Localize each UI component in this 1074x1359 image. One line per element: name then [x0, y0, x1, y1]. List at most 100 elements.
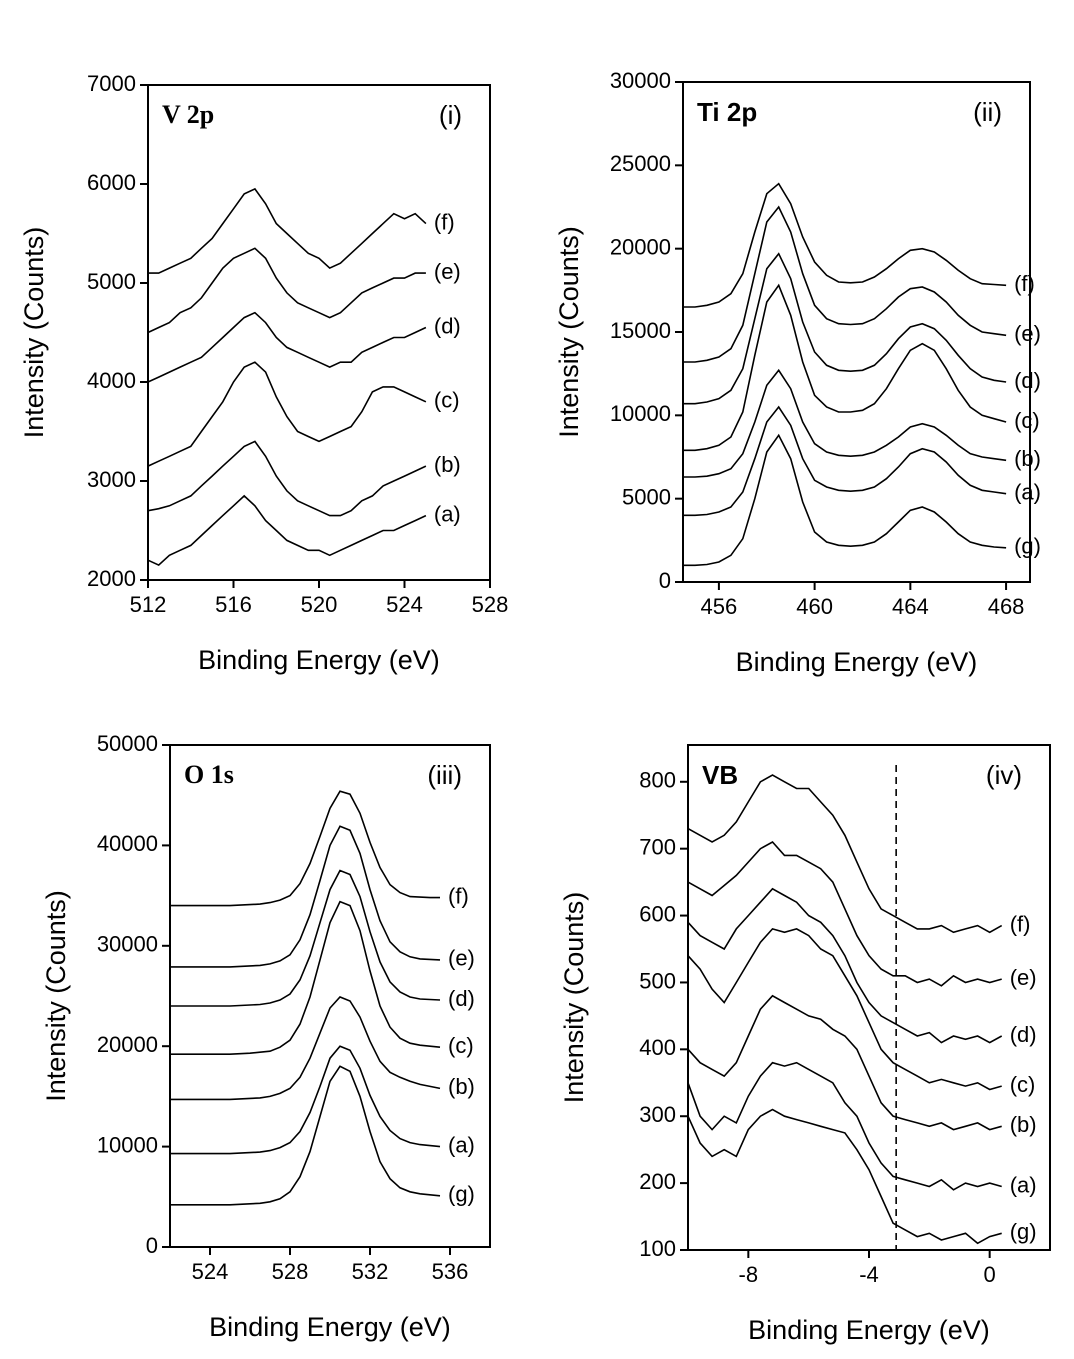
spectrum-line [683, 405, 1007, 517]
y-tick-label: 30000 [610, 68, 671, 93]
spectrum-line [687, 840, 1002, 987]
y-axis-label: Intensity (Counts) [41, 890, 71, 1102]
spectrum-line [683, 283, 1007, 452]
y-axis-label: Intensity (Counts) [559, 892, 589, 1104]
y-tick-label: 800 [639, 768, 676, 793]
x-tick-label: 528 [272, 1259, 309, 1284]
spectrum-line [147, 440, 427, 517]
series-label: (e) [448, 946, 475, 971]
spectrum-line [683, 368, 1007, 478]
y-tick-label: 0 [659, 568, 671, 593]
series-label: (d) [448, 986, 475, 1011]
spectrum-line [170, 1045, 441, 1155]
panel: 100 200 300 400 500 600 700 800 -8 -4 0 Binding Ene… [559, 744, 1051, 1345]
y-tick-label: 300 [639, 1102, 676, 1127]
series-label: (a) [448, 1132, 475, 1157]
y-tick-label: 25000 [610, 151, 671, 176]
panel-label: (i) [439, 100, 462, 130]
series-label: (f) [434, 209, 455, 234]
plot-frame [687, 744, 1051, 1251]
x-tick-label: 456 [701, 594, 738, 619]
y-tick-label: 20000 [610, 234, 671, 259]
y-tick-label: 7000 [87, 71, 136, 96]
x-tick-label: 520 [301, 592, 338, 617]
series-label: (c) [448, 1033, 474, 1058]
panel: 0 5000 10000 15000 20000 25000 30000 456 460 464 4… [554, 68, 1041, 677]
y-tick-label: 30000 [97, 932, 158, 957]
series-label: (c) [1014, 408, 1040, 433]
y-tick-label: 10000 [610, 401, 671, 426]
x-tick-label: 524 [192, 1259, 229, 1284]
series-label: (a) [1014, 479, 1041, 504]
y-tick-label: 5000 [622, 484, 671, 509]
panel-title: O 1s [184, 760, 234, 789]
series-label: (e) [434, 259, 461, 284]
series-label: (b) [448, 1074, 475, 1099]
y-tick-label: 100 [639, 1236, 676, 1261]
y-tick-label: 700 [639, 834, 676, 859]
spectrum-line [683, 433, 1007, 567]
series-label: (e) [1014, 321, 1041, 346]
y-tick-label: 600 [639, 901, 676, 926]
series-label: (f) [1014, 271, 1035, 296]
series-label: (d) [1014, 368, 1041, 393]
series-label: (g) [448, 1182, 475, 1207]
x-tick-label: 524 [386, 592, 423, 617]
y-tick-label: 3000 [87, 467, 136, 492]
y-tick-label: 0 [146, 1233, 158, 1258]
series-label: (f) [1010, 911, 1031, 936]
spectrum-line [170, 900, 441, 1055]
x-axis-label: Binding Energy (eV) [198, 645, 440, 675]
y-tick-label: 20000 [97, 1032, 158, 1057]
y-axis-label: Intensity (Counts) [19, 227, 49, 439]
panel-label: (ii) [973, 97, 1002, 127]
series-label: (c) [1010, 1072, 1036, 1097]
panel: 0 10000 20000 30000 40000 50000 524 528 532 536 Bi… [41, 731, 491, 1342]
y-tick-label: 5000 [87, 269, 136, 294]
y-tick-label: 6000 [87, 170, 136, 195]
spectrum-line [147, 494, 427, 567]
panel: 2000 3000 4000 5000 6000 7000 512 516 520 524 528 B… [19, 71, 508, 675]
y-tick-label: 50000 [97, 731, 158, 756]
x-tick-label: -4 [859, 1262, 879, 1287]
y-tick-label: 40000 [97, 831, 158, 856]
x-tick-label: 464 [892, 594, 929, 619]
series-label: (f) [448, 883, 469, 908]
series-label: (d) [1010, 1022, 1037, 1047]
panel-title: Ti 2p [697, 97, 757, 127]
x-tick-label: -8 [739, 1262, 759, 1287]
series-label: (b) [1010, 1112, 1037, 1137]
spectrum-line [147, 247, 426, 334]
x-axis-label: Binding Energy (eV) [748, 1315, 990, 1345]
y-tick-label: 10000 [97, 1132, 158, 1157]
spectrum-line [687, 1108, 1002, 1245]
spectrum-line [170, 790, 440, 907]
spectrum-line [170, 996, 441, 1101]
y-tick-label: 200 [639, 1169, 676, 1194]
spectrum-line [170, 825, 441, 968]
x-tick-label: 536 [432, 1259, 469, 1284]
spectrum-line [687, 927, 1002, 1091]
x-tick-label: 468 [988, 594, 1025, 619]
spectrum-line [170, 1065, 441, 1206]
series-label: (a) [1010, 1172, 1037, 1197]
spectrum-line [148, 187, 427, 274]
y-tick-label: 500 [639, 968, 676, 993]
spectrum-line [147, 311, 427, 383]
spectrum-line [687, 1061, 1002, 1191]
series-label: (e) [1010, 965, 1037, 990]
plot-frame [169, 744, 491, 1248]
x-axis-label: Binding Energy (eV) [209, 1312, 451, 1342]
panel-label: (iv) [986, 760, 1022, 790]
y-tick-label: 15000 [610, 318, 671, 343]
spectrum-line [687, 887, 1003, 1044]
spectrum-line [683, 252, 1007, 405]
x-tick-label: 0 [984, 1262, 996, 1287]
x-tick-label: 460 [796, 594, 833, 619]
spectrum-line [687, 994, 1002, 1131]
x-tick-label: 516 [215, 592, 252, 617]
spectrum-line [683, 182, 1007, 308]
spectrum-line [170, 869, 441, 1007]
spectrum-line [683, 205, 1007, 363]
y-tick-label: 400 [639, 1035, 676, 1060]
